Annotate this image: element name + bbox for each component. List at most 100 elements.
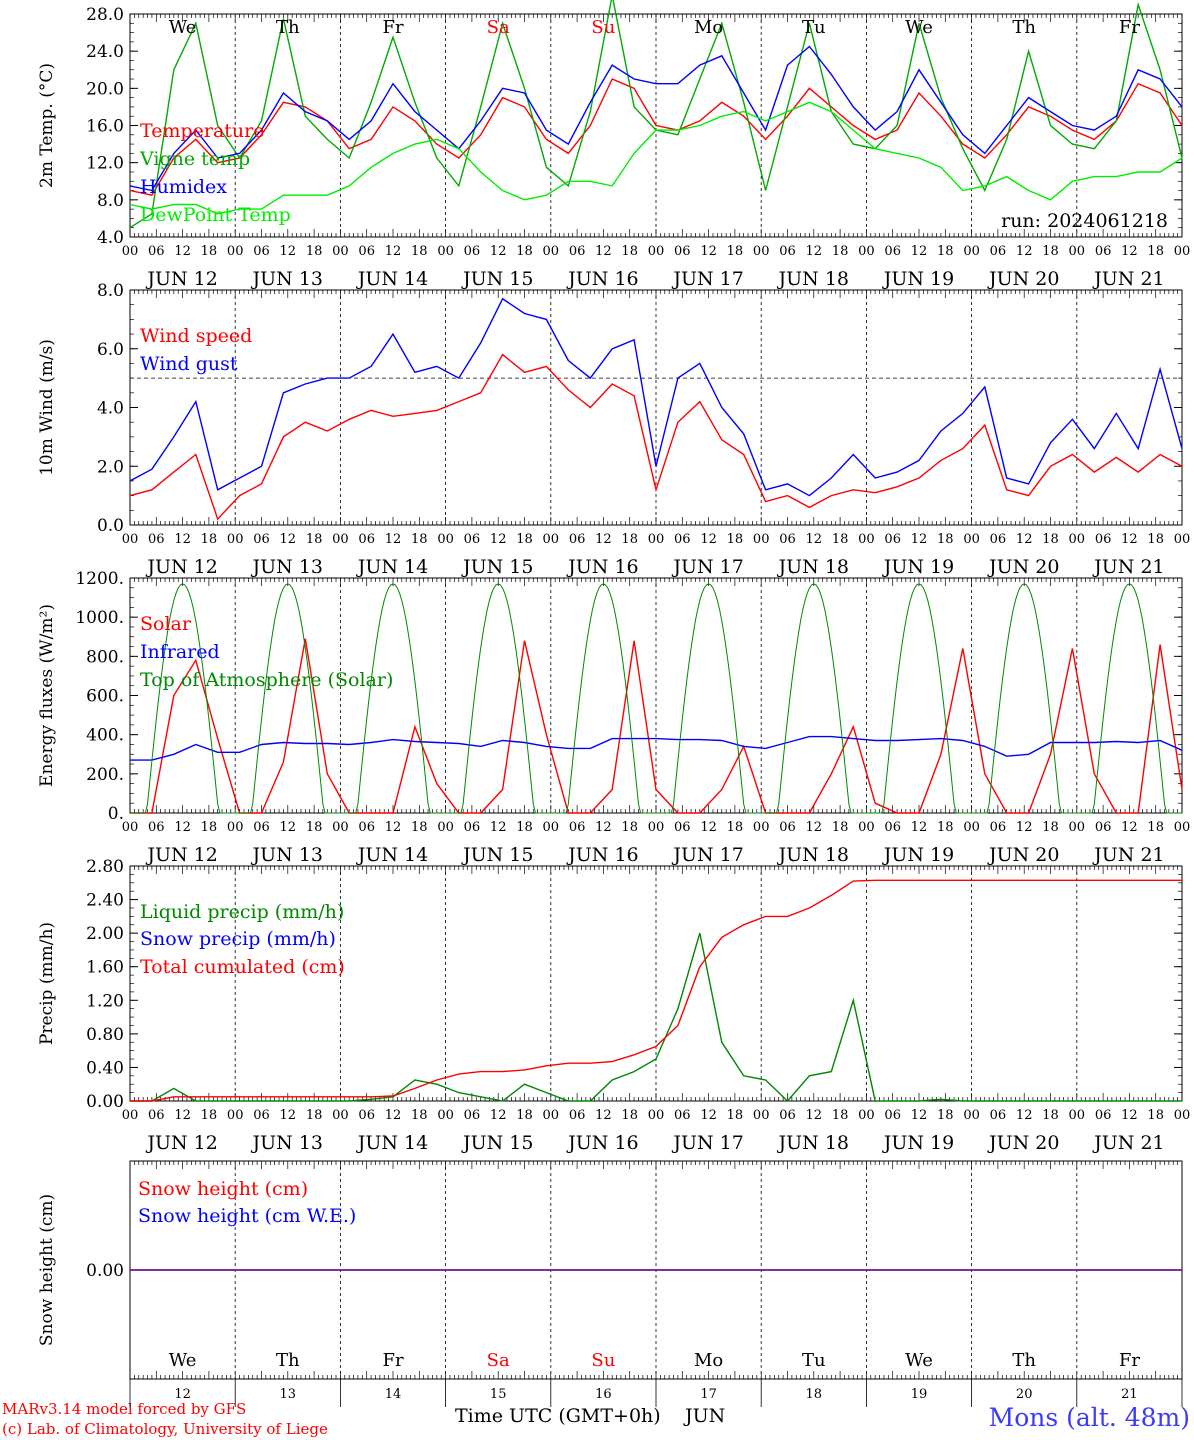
y-tick-label: 20.0 — [86, 79, 124, 99]
model-credit: MARv3.14 model forced by GFS — [2, 1400, 246, 1418]
weekday-label-top: We — [905, 17, 933, 38]
weekday-label-top: Sa — [487, 17, 510, 38]
legend-entry: Solar — [140, 613, 192, 635]
hour-label: 06 — [569, 532, 586, 547]
hour-label: 12 — [490, 1108, 507, 1123]
hour-label: 06 — [674, 820, 691, 835]
hour-label: 12 — [595, 244, 612, 259]
y-tick-label: 0.00 — [86, 1261, 124, 1281]
y-axis-label: Snow height (cm) — [37, 1194, 57, 1346]
date-label: JUN 12 — [145, 268, 217, 290]
hour-label: 06 — [464, 1108, 481, 1123]
hour-label: 12 — [911, 1108, 928, 1123]
hour-label: 18 — [1042, 820, 1059, 835]
weekday-label-bottom: Su — [591, 1350, 615, 1371]
weekday-label-bottom: Mo — [694, 1350, 723, 1371]
date-label: JUN 13 — [251, 268, 323, 290]
day-number: 21 — [1121, 1387, 1138, 1402]
station-name: Mons (alt. 48m) — [989, 1403, 1190, 1432]
hour-label: 06 — [569, 244, 586, 259]
hour-label: 18 — [516, 820, 533, 835]
y-tick-label: 1000. — [75, 608, 124, 628]
date-label: JUN 13 — [251, 556, 323, 578]
y-tick-label: 200. — [86, 765, 124, 785]
y-tick-label: 2.00 — [86, 924, 124, 944]
hour-label: 00 — [858, 532, 875, 547]
series-line-infrared — [130, 735, 1183, 761]
y-tick-label: 12.0 — [86, 154, 124, 174]
hour-label: 00 — [122, 1108, 139, 1123]
hour-label: 12 — [385, 532, 402, 547]
hour-label: 00 — [963, 1108, 980, 1123]
hour-label: 06 — [674, 532, 691, 547]
hour-label: 00 — [648, 532, 665, 547]
hour-label: 00 — [963, 244, 980, 259]
hour-label: 18 — [411, 1108, 428, 1123]
hour-label: 00 — [1174, 1108, 1191, 1123]
date-label: JUN 17 — [671, 1132, 743, 1154]
day-number: 19 — [911, 1387, 928, 1402]
legend-entry: Humidex — [140, 176, 227, 198]
hour-label: 12 — [700, 1108, 717, 1123]
y-tick-label: 2.80 — [86, 857, 124, 877]
weekday-labels: We We Th Th Fr Fr Sa Sa Su Su Mo Mo Tu Tu We We Th Th Fr Fr — [169, 17, 1141, 1371]
series-line-wind-speed — [129, 353, 1183, 521]
hour-label: 00 — [858, 1108, 875, 1123]
hour-label: 18 — [727, 532, 744, 547]
hour-label: 06 — [253, 532, 270, 547]
legend-entry: Liquid precip (mm/h) — [140, 901, 344, 923]
hour-label: 06 — [884, 244, 901, 259]
hour-label: 00 — [1069, 820, 1086, 835]
date-label: JUN 14 — [356, 1132, 428, 1154]
y-axis-label: 10m Wind (m/s) — [37, 339, 57, 476]
hour-label: 12 — [1121, 1108, 1138, 1123]
hour-label: 18 — [832, 820, 849, 835]
hour-label: 06 — [253, 820, 270, 835]
hour-label: 12 — [1121, 244, 1138, 259]
series-line-dewpoint-temp — [129, 101, 1183, 215]
x-axis-labels-4: 00 06 12 18 JUN 12 00 06 12 18 JUN 13 00 06 12 18 JUN … — [122, 1108, 1191, 1154]
hour-label: 00 — [122, 820, 139, 835]
weekday-label-top: Su — [591, 17, 615, 38]
hour-label: 06 — [779, 1108, 796, 1123]
hour-label: 18 — [937, 532, 954, 547]
panel-4: 0.00 0.40 0.80 1.20 1.60 2.00 2.40 2.80 Precip (… — [37, 857, 1183, 1112]
hour-label: 12 — [595, 1108, 612, 1123]
hour-label: 18 — [201, 1108, 218, 1123]
hour-label: 06 — [779, 820, 796, 835]
hour-label: 00 — [753, 532, 770, 547]
series-line-top-of-atmosphere — [130, 583, 1182, 814]
date-label: JUN 17 — [671, 844, 743, 866]
date-label: JUN 19 — [882, 556, 954, 578]
date-label: JUN 21 — [1092, 1132, 1164, 1154]
day-number: 13 — [280, 1387, 297, 1402]
weekday-label-top: Mo — [694, 17, 723, 38]
legend-entry: Temperature — [140, 120, 264, 142]
hour-label: 00 — [648, 820, 665, 835]
date-label: JUN 19 — [882, 1132, 954, 1154]
weekday-label-bottom: We — [169, 1350, 197, 1371]
legend-entry: Snow height (cm) — [138, 1178, 308, 1200]
date-label: JUN 21 — [1092, 844, 1164, 866]
y-axis-label: Energy fluxes (W/m²) — [37, 604, 57, 787]
y-tick-label: 4.0 — [97, 228, 124, 248]
hour-label: 18 — [832, 1108, 849, 1123]
hour-label: 00 — [1069, 1108, 1086, 1123]
hour-label: 12 — [595, 532, 612, 547]
date-label: JUN 12 — [145, 556, 217, 578]
bottom-day-axis: 12 13 14 15 16 17 18 19 20 21 — [129, 1379, 1183, 1407]
hour-label: 12 — [1016, 244, 1033, 259]
day-number: 14 — [385, 1387, 402, 1402]
hour-label: 18 — [727, 1108, 744, 1123]
x-axis-labels-2: 00 06 12 18 JUN 12 00 06 12 18 JUN 13 00 06 12 18 JUN … — [122, 532, 1191, 578]
weekday-label-bottom: Sa — [487, 1350, 510, 1371]
hour-label: 00 — [963, 820, 980, 835]
hour-label: 00 — [227, 1108, 244, 1123]
hour-label: 00 — [1174, 820, 1191, 835]
legend-entry: Infrared — [140, 641, 220, 663]
date-label: JUN 17 — [671, 268, 743, 290]
run-annotation: run: 2024061218 — [1001, 210, 1168, 232]
hour-label: 12 — [385, 244, 402, 259]
y-tick-label: 800. — [86, 647, 124, 667]
